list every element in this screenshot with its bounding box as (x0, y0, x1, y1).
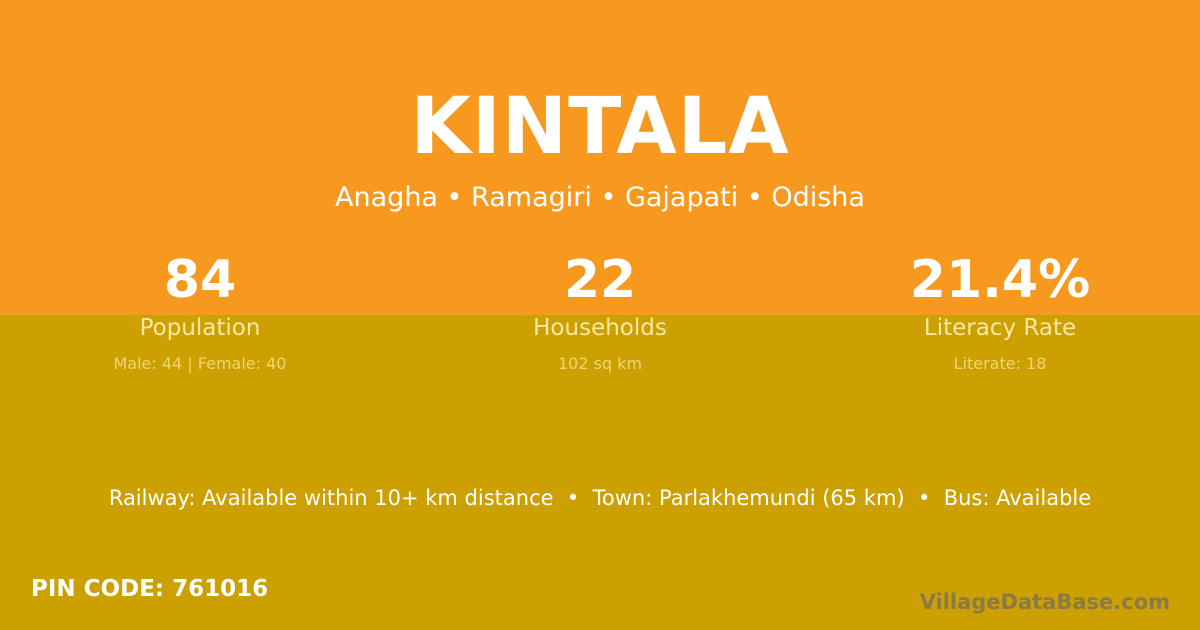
population-detail: Male: 44 | Female: 40 (113, 354, 287, 373)
location-breadcrumb: Anagha • Ramagiri • Gajapati • Odisha (335, 182, 865, 213)
households-detail: 102 sq km (557, 354, 643, 373)
literacy-label: Literacy Rate (923, 315, 1077, 341)
population-label: Population (139, 315, 261, 341)
literacy-detail: Literate: 18 (953, 354, 1047, 373)
households-label: Households (533, 315, 667, 341)
footer-band (0, 315, 1200, 630)
literacy-value: 21.4% (909, 250, 1091, 310)
brand-watermark: VillageDataBase.com (919, 590, 1170, 614)
connectivity-info: Railway: Available within 10+ km distanc… (108, 486, 1092, 510)
village-name: KINTALA (410, 82, 790, 172)
header-band (0, 0, 1200, 315)
population-value: 84 (163, 250, 237, 310)
pin-code: PIN CODE: 761016 (31, 576, 269, 602)
households-value: 22 (563, 250, 637, 310)
